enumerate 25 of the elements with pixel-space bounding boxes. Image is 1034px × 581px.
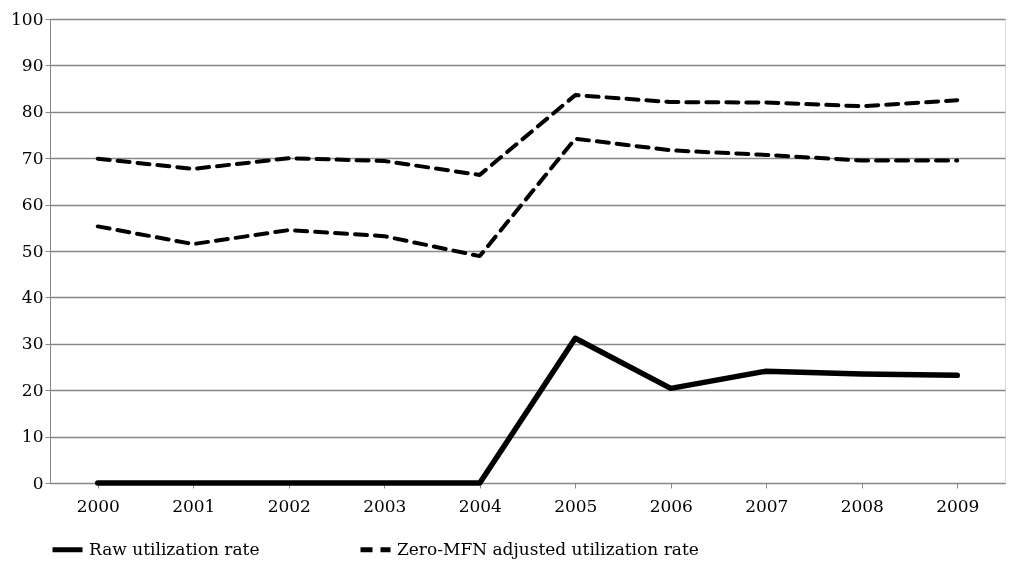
y-tick-label: 40 bbox=[21, 286, 44, 307]
x-tick-label: 2004 bbox=[458, 495, 502, 516]
line-series bbox=[95, 136, 960, 259]
line-series bbox=[95, 93, 960, 177]
x-tick-label: 2006 bbox=[649, 495, 693, 516]
legend-label: Zero-MFN adjusted utilization rate bbox=[397, 538, 699, 559]
x-tick-label: 2001 bbox=[172, 495, 216, 516]
legend-label: Raw utilization rate bbox=[89, 538, 260, 559]
y-tick-label: 70 bbox=[21, 147, 44, 168]
y-tick-label: 100 bbox=[11, 8, 44, 29]
x-tick-label: 2008 bbox=[840, 495, 884, 516]
y-tick-label: 80 bbox=[21, 101, 44, 122]
y-tick-label: 20 bbox=[21, 379, 44, 400]
y-tick-label: 10 bbox=[21, 426, 44, 447]
y-tick-label: 60 bbox=[21, 194, 44, 215]
x-tick-label: 2005 bbox=[554, 495, 598, 516]
y-tick-label: 0 bbox=[32, 472, 44, 493]
x-tick-label: 2003 bbox=[363, 495, 407, 516]
x-tick-label: 2002 bbox=[267, 495, 311, 516]
x-tick-label: 2007 bbox=[745, 495, 789, 516]
y-tick-label: 30 bbox=[21, 333, 44, 354]
y-tick-label: 90 bbox=[21, 54, 44, 75]
x-tick-label: 2009 bbox=[936, 495, 980, 516]
y-tick-label: 50 bbox=[21, 240, 44, 261]
x-tick-label: 2000 bbox=[76, 495, 120, 516]
